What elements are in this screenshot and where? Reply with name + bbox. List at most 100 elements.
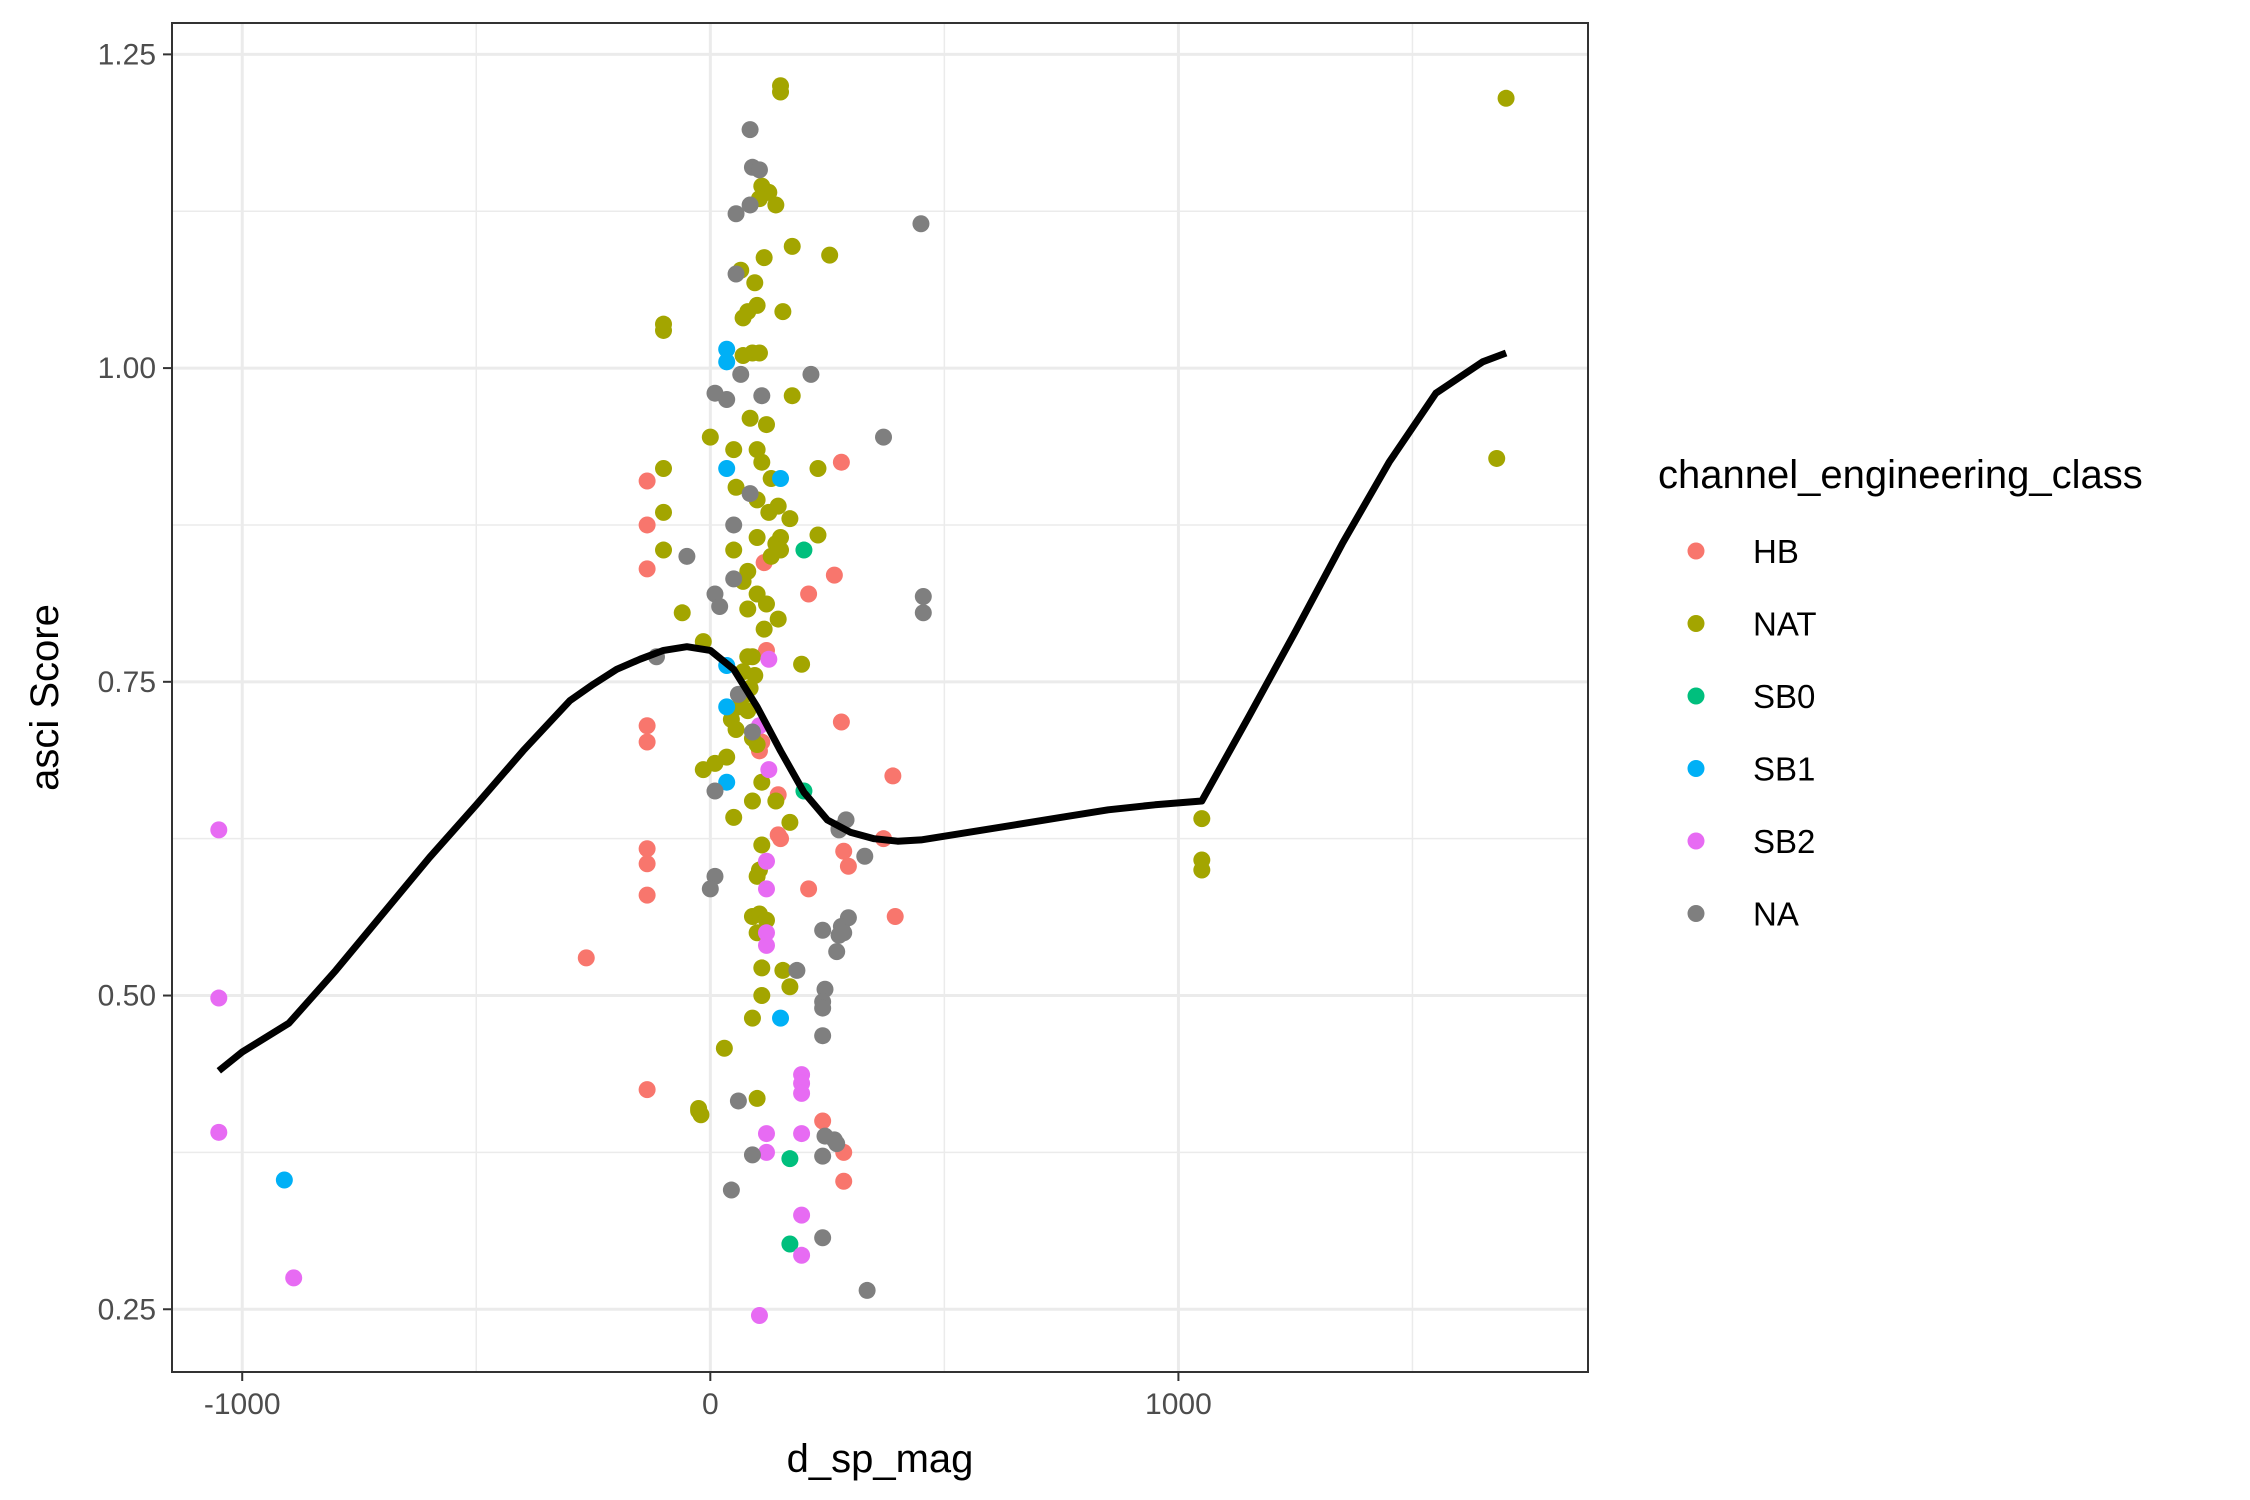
legend-label: SB0 xyxy=(1753,678,1815,715)
data-point-sb2 xyxy=(757,1125,775,1143)
data-point-nat xyxy=(1193,810,1211,828)
legend-key-nat xyxy=(1687,615,1705,632)
data-point-sb1 xyxy=(718,698,736,716)
data-point-na xyxy=(678,547,696,565)
data-point-hb xyxy=(772,830,790,848)
data-point-nat xyxy=(725,808,743,826)
panel-border xyxy=(171,22,1589,1373)
x-axis: -1000 0 1000 xyxy=(204,1372,1212,1421)
data-point-na xyxy=(814,921,832,939)
data-point-nat xyxy=(767,196,785,214)
data-point-na xyxy=(711,598,729,616)
data-point-nat xyxy=(809,526,827,544)
data-point-nat xyxy=(727,720,745,738)
data-point-nat xyxy=(655,541,673,559)
data-point-sb2 xyxy=(750,1307,768,1325)
data-point-na xyxy=(835,924,853,942)
y-tick-label: 1.25 xyxy=(98,38,156,71)
data-point-na xyxy=(729,1092,747,1110)
data-point-na xyxy=(814,1147,832,1165)
y-axis-title: asci Score xyxy=(23,604,67,791)
data-point-hb xyxy=(638,1081,656,1099)
x-axis-title: d_sp_mag xyxy=(787,1437,974,1481)
data-point-hb xyxy=(832,453,850,471)
legend-label: SB2 xyxy=(1753,823,1815,860)
data-point-hb xyxy=(832,713,850,731)
legend-label: NAT xyxy=(1753,606,1817,643)
data-point-sb0 xyxy=(795,541,813,559)
data-point-nat xyxy=(781,978,799,996)
data-point-hb xyxy=(638,855,656,873)
data-point-nat xyxy=(725,541,743,559)
data-point-hb xyxy=(638,717,656,735)
data-point-na xyxy=(732,365,750,383)
data-point-hb xyxy=(825,566,843,584)
data-point-nat xyxy=(1497,89,1515,107)
data-point-nat xyxy=(655,459,673,477)
data-point-nat xyxy=(725,441,743,459)
data-point-na xyxy=(750,161,768,179)
data-point-sb1 xyxy=(718,353,736,371)
data-point-hb xyxy=(638,886,656,904)
data-point-nat xyxy=(655,321,673,339)
data-point-hb xyxy=(638,516,656,534)
data-point-na xyxy=(875,428,893,446)
legend-label: HB xyxy=(1753,533,1799,570)
data-point-hb xyxy=(800,880,818,898)
data-point-na xyxy=(828,1135,846,1153)
data-point-na xyxy=(743,1146,761,1164)
data-point-sb2 xyxy=(793,1125,811,1143)
data-point-sb1 xyxy=(275,1171,293,1189)
x-tick-label: 0 xyxy=(702,1388,719,1421)
data-point-na xyxy=(741,485,759,503)
data-point-sb1 xyxy=(718,459,736,477)
data-point-nat xyxy=(748,867,766,885)
data-point-na xyxy=(856,847,874,865)
data-point-nat xyxy=(739,600,757,618)
data-point-hb xyxy=(638,840,656,858)
legend-label: NA xyxy=(1753,896,1799,933)
data-point-nat xyxy=(734,309,752,327)
data-point-nat xyxy=(774,961,792,979)
data-point-nat xyxy=(743,792,761,810)
legend-key-na xyxy=(1687,905,1705,922)
data-point-nat xyxy=(753,836,771,854)
data-point-na xyxy=(912,215,930,233)
data-point-nat xyxy=(821,246,839,264)
data-point-nat xyxy=(739,702,757,720)
data-point-nat xyxy=(783,237,801,255)
data-point-na xyxy=(741,121,759,139)
data-point-hb xyxy=(835,842,853,860)
x-tick-label: 1000 xyxy=(1145,1388,1212,1421)
data-point-nat xyxy=(757,595,775,613)
data-point-nat xyxy=(746,274,764,292)
data-point-nat xyxy=(753,453,771,471)
data-point-nat xyxy=(757,416,775,434)
data-point-sb2 xyxy=(757,1143,775,1161)
data-point-sb0 xyxy=(781,1150,799,1168)
legend-label: SB1 xyxy=(1753,751,1815,788)
data-point-na xyxy=(727,265,745,283)
data-point-nat xyxy=(701,428,719,446)
data-point-na xyxy=(725,516,743,534)
data-point-sb1 xyxy=(718,773,736,791)
data-point-nat xyxy=(753,773,771,791)
legend-key-sb1 xyxy=(1687,760,1705,777)
data-point-na xyxy=(722,1181,740,1199)
legend-key-hb xyxy=(1687,542,1705,560)
data-point-na xyxy=(741,196,759,214)
data-point-sb2 xyxy=(210,1123,228,1141)
data-point-hb xyxy=(835,1172,853,1190)
data-point-nat xyxy=(715,1039,733,1057)
data-point-na xyxy=(814,1229,832,1247)
data-point-sb0 xyxy=(781,1235,799,1253)
data-point-nat xyxy=(741,409,759,427)
data-point-nat xyxy=(690,1102,708,1120)
panel-background xyxy=(172,23,1588,1372)
data-point-hb xyxy=(638,472,656,490)
y-tick-label: 1.00 xyxy=(98,352,156,385)
data-point-nat xyxy=(748,1089,766,1107)
data-point-sb2 xyxy=(757,880,775,898)
data-point-nat xyxy=(727,478,745,496)
y-tick-label: 0.50 xyxy=(98,980,156,1013)
